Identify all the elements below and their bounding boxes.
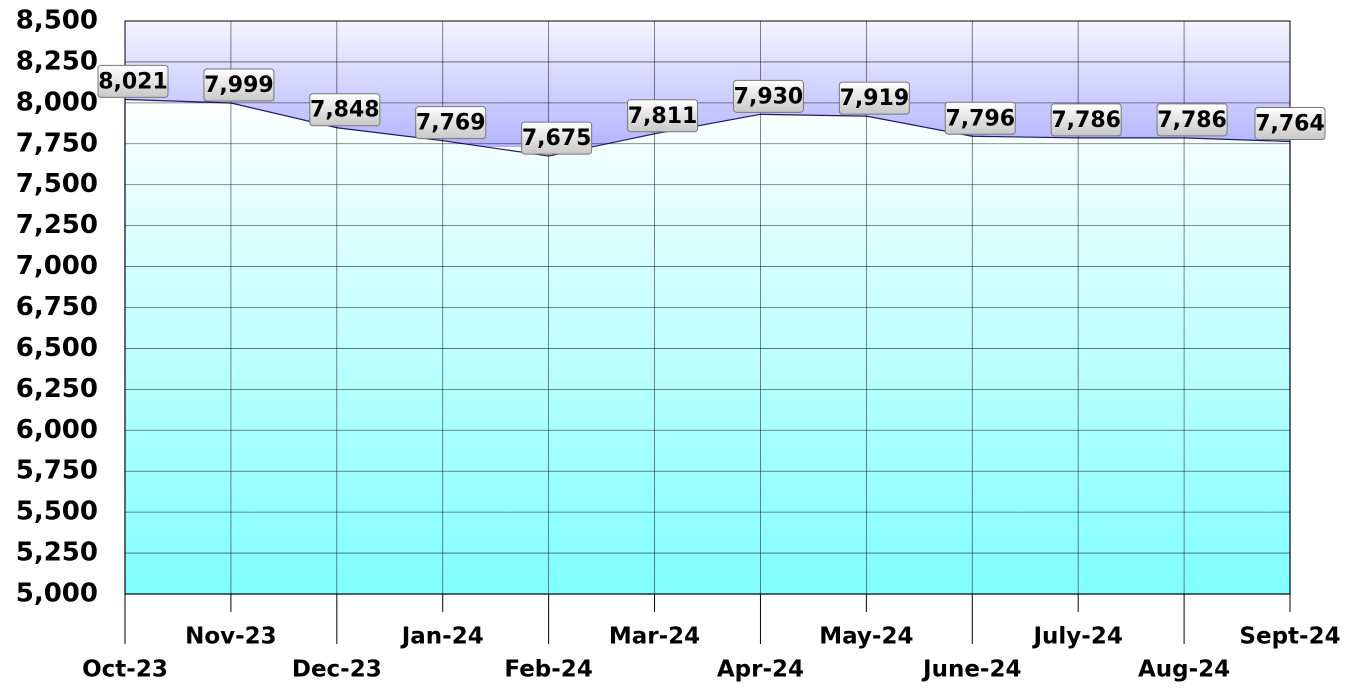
- x-tick-label: Apr-24: [717, 657, 804, 683]
- x-tick-label: Feb-24: [504, 657, 592, 683]
- plot-border: [124, 20, 1291, 595]
- data-label-box: [838, 81, 910, 115]
- x-tick-label: Dec-23: [292, 657, 382, 683]
- data-label-box: [1254, 106, 1326, 140]
- y-tick-label: 8,000: [16, 87, 98, 117]
- y-tick-label: 6,000: [16, 415, 98, 445]
- y-tick-label: 8,500: [16, 6, 98, 36]
- y-tick-label: 6,250: [16, 374, 98, 404]
- y-tick-label: 7,500: [16, 169, 98, 199]
- y-tick-label: 7,250: [16, 210, 98, 240]
- x-tick-label: May-24: [819, 624, 913, 650]
- x-tick-label: Aug-24: [1138, 657, 1230, 683]
- data-label: 7,999: [204, 73, 274, 98]
- data-label-box: [732, 79, 804, 113]
- data-label: 7,919: [840, 86, 910, 111]
- data-label: 7,930: [734, 84, 804, 109]
- data-label-box: [627, 99, 699, 133]
- y-tick-label: 8,250: [16, 46, 98, 76]
- y-tick-label: 6,750: [16, 292, 98, 322]
- x-tick-label: Jan-24: [400, 624, 484, 650]
- area: [124, 98, 1291, 595]
- data-label-box: [1050, 103, 1122, 137]
- y-tick-label: 7,750: [16, 128, 98, 158]
- x-tick-label: July-24: [1031, 624, 1122, 650]
- data-label-box: [944, 101, 1016, 135]
- data-label: 8,021: [98, 69, 168, 94]
- y-tick-label: 5,000: [16, 579, 98, 609]
- data-label: 7,786: [1051, 108, 1121, 133]
- data-label: 7,796: [945, 106, 1015, 131]
- data-label-box: [203, 68, 275, 102]
- data-label-box: [97, 64, 169, 98]
- x-tick-label: June-24: [921, 657, 1021, 683]
- data-label-box: [521, 121, 593, 155]
- y-tick-label: 6,500: [16, 333, 98, 363]
- y-tick-label: 5,750: [16, 456, 98, 486]
- x-tick-label: Nov-23: [185, 624, 277, 650]
- data-label-box: [309, 93, 381, 127]
- data-label-box: [1156, 103, 1228, 137]
- x-tick-label: Oct-23: [82, 657, 168, 683]
- data-label: 7,769: [416, 111, 486, 136]
- data-label-box: [415, 106, 487, 140]
- data-label: 7,811: [628, 104, 698, 129]
- y-tick-label: 5,250: [16, 538, 98, 568]
- x-tick-label: Mar-24: [609, 624, 700, 650]
- y-tick-label: 5,500: [16, 497, 98, 527]
- data-label: 7,786: [1157, 108, 1227, 133]
- data-label: 7,675: [522, 126, 592, 151]
- data-label: 7,848: [310, 98, 380, 123]
- y-tick-label: 7,000: [16, 251, 98, 281]
- data-label: 7,764: [1255, 111, 1325, 136]
- x-tick-label: Sept-24: [1239, 624, 1340, 650]
